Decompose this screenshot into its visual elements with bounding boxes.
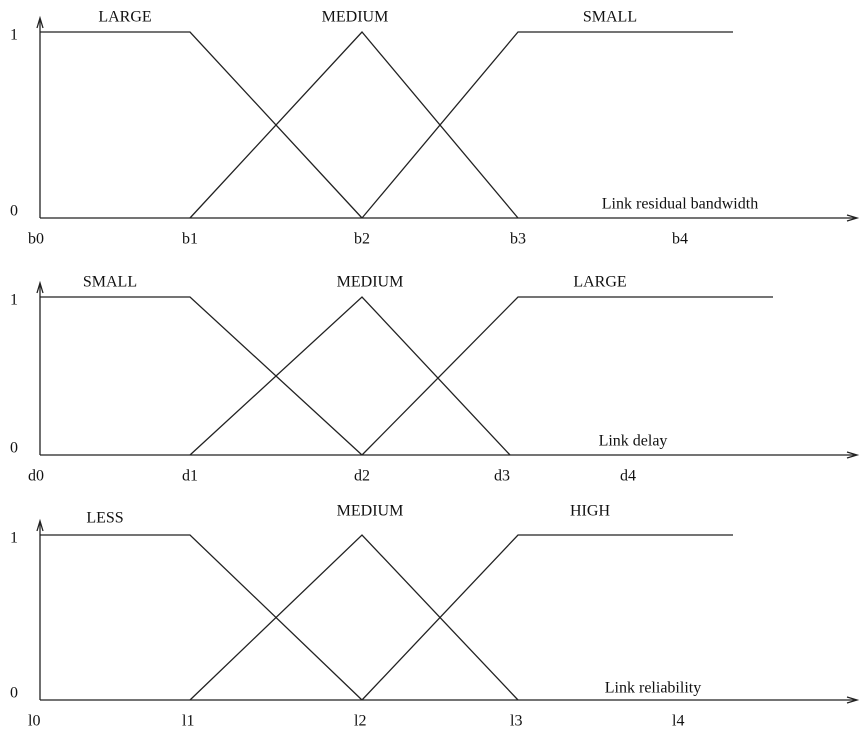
set-label: SMALL <box>583 9 637 26</box>
set-label: MEDIUM <box>337 274 404 291</box>
membership-curve <box>189 31 519 219</box>
x-arrow <box>846 214 860 222</box>
x-arrow <box>846 451 860 459</box>
x-label: d3 <box>494 468 510 485</box>
y-label: 0 <box>10 440 18 457</box>
y-arrow <box>36 280 44 294</box>
membership-curve <box>40 534 363 701</box>
set-label: LARGE <box>573 274 626 291</box>
axis-label: Link delay <box>599 433 668 450</box>
x-label: b0 <box>28 231 44 248</box>
y-label: 1 <box>10 27 18 44</box>
y-label: 1 <box>10 530 18 547</box>
membership-curve <box>189 534 519 701</box>
set-label: SMALL <box>83 274 137 291</box>
y-label: 0 <box>10 685 18 702</box>
x-label: l1 <box>182 713 194 730</box>
y-arrow <box>36 518 44 532</box>
y-arrow <box>36 15 44 29</box>
set-label: MEDIUM <box>322 9 389 26</box>
x-label: l2 <box>354 713 366 730</box>
y-label: 0 <box>10 203 18 220</box>
set-label: LARGE <box>98 9 151 26</box>
y-label: 1 <box>10 292 18 309</box>
set-label: LESS <box>86 510 123 527</box>
membership-curve <box>361 296 773 456</box>
x-label: l0 <box>28 713 40 730</box>
membership-curve <box>361 534 733 701</box>
membership-curve <box>361 31 733 219</box>
x-label: b2 <box>354 231 370 248</box>
x-label: b4 <box>672 231 688 248</box>
x-label: d4 <box>620 468 636 485</box>
x-label: l4 <box>672 713 684 730</box>
set-label: HIGH <box>570 503 610 520</box>
membership-curve <box>40 296 363 456</box>
x-label: l3 <box>510 713 522 730</box>
set-label: MEDIUM <box>337 503 404 520</box>
x-label: d0 <box>28 468 44 485</box>
x-label: d1 <box>182 468 198 485</box>
axis-label: Link residual bandwidth <box>602 196 758 213</box>
x-label: b1 <box>182 231 198 248</box>
x-arrow <box>846 696 860 704</box>
x-label: d2 <box>354 468 370 485</box>
membership-curve <box>189 296 511 456</box>
x-label: b3 <box>510 231 526 248</box>
membership-curve <box>40 31 363 219</box>
axis-label: Link reliability <box>605 680 701 697</box>
